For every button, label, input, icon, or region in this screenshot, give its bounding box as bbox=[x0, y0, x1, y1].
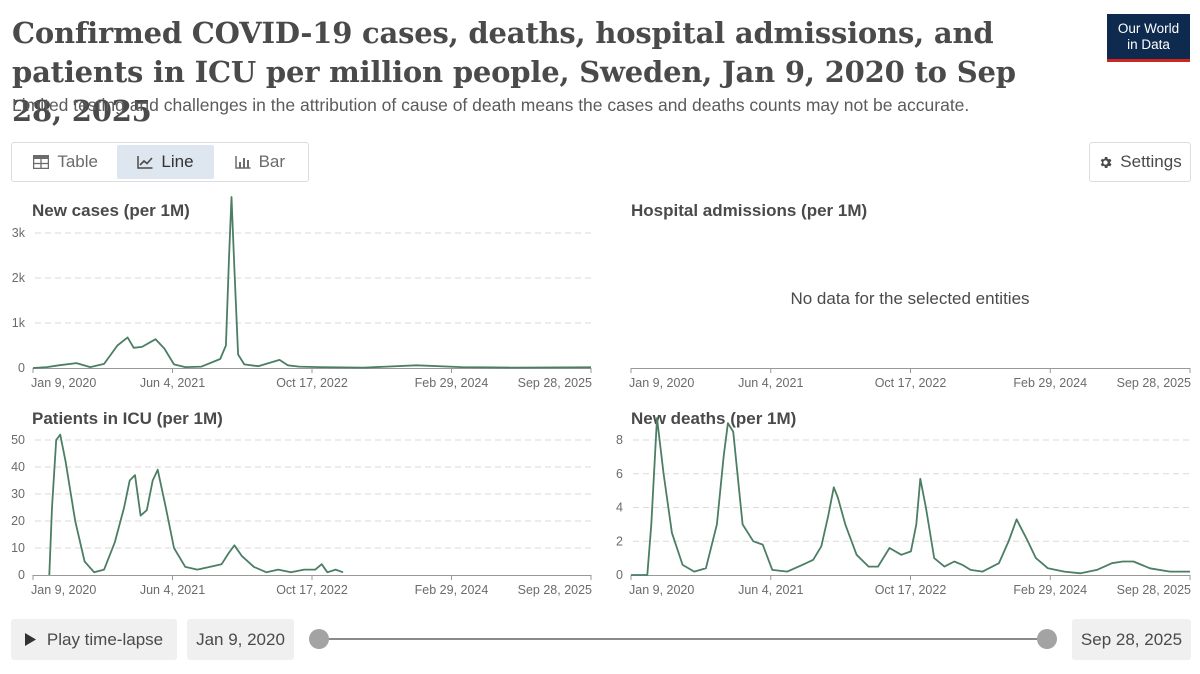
y-tick-label: 40 bbox=[11, 460, 25, 474]
y-tick-label: 2 bbox=[616, 534, 623, 548]
chart-title: Confirmed COVID-19 cases, deaths, hospit… bbox=[12, 16, 1016, 128]
chart-new-cases: 0 1k 2k 3k Jan 9, 2020 Jun 4, 2021 Oct 17, 202… bbox=[12, 196, 592, 390]
settings-label: Settings bbox=[1120, 152, 1182, 171]
start-date-field[interactable]: Jan 9, 2020 bbox=[187, 619, 294, 660]
y-tick-label: 0 bbox=[18, 568, 25, 582]
timeline-start-handle[interactable] bbox=[309, 629, 329, 649]
y-tick-label: 8 bbox=[616, 433, 623, 447]
y-tick-label: 3k bbox=[12, 226, 26, 240]
table-icon bbox=[33, 155, 50, 169]
tab-line[interactable]: Line bbox=[117, 145, 214, 179]
bar-chart-icon bbox=[234, 156, 251, 169]
y-tick-label: 4 bbox=[616, 501, 623, 515]
x-tick-label: Jan 9, 2020 bbox=[629, 376, 694, 390]
tab-bar-label: Bar bbox=[258, 152, 286, 171]
timeline-end-handle[interactable] bbox=[1037, 629, 1057, 649]
y-tick-label: 20 bbox=[11, 514, 25, 528]
y-tick-label: 0 bbox=[18, 361, 25, 375]
gear-icon bbox=[1101, 156, 1112, 168]
x-tick-label: Sep 28, 2025 bbox=[1117, 583, 1191, 597]
y-tick-label: 30 bbox=[11, 487, 25, 501]
x-tick-label: Jun 4, 2021 bbox=[140, 583, 205, 597]
x-tick-label: Jun 4, 2021 bbox=[140, 376, 205, 390]
x-tick-label: Sep 28, 2025 bbox=[1117, 376, 1191, 390]
tab-table-label: Table bbox=[57, 152, 98, 171]
play-timelapse-button[interactable]: Play time-lapse bbox=[11, 619, 177, 660]
tab-table[interactable]: Table bbox=[14, 145, 117, 179]
y-tick-label: 10 bbox=[11, 541, 25, 555]
owid-logo[interactable]: Our World in Data bbox=[1107, 14, 1190, 62]
tab-bar[interactable]: Bar bbox=[214, 145, 306, 179]
x-tick-label: Feb 29, 2024 bbox=[415, 583, 489, 597]
logo-line-2: in Data bbox=[1127, 37, 1170, 52]
y-tick-label: 1k bbox=[12, 316, 26, 330]
y-tick-label: 0 bbox=[616, 568, 623, 582]
x-tick-label: Jan 9, 2020 bbox=[629, 583, 694, 597]
y-tick-label: 6 bbox=[616, 467, 623, 481]
x-tick-label: Sep 28, 2025 bbox=[518, 583, 592, 597]
x-tick-label: Jun 4, 2021 bbox=[738, 583, 803, 597]
x-tick-label: Jan 9, 2020 bbox=[31, 376, 96, 390]
chart-subtitle: Limited testing and challenges in the at… bbox=[12, 95, 970, 115]
x-tick-label: Oct 17, 2022 bbox=[276, 583, 348, 597]
chart-hospital-admissions: Jan 9, 2020 Jun 4, 2021 Oct 17, 2022 Feb 29… bbox=[629, 368, 1191, 390]
panel-title-hospital-admissions: Hospital admissions (per 1M) bbox=[631, 201, 868, 220]
panel-title-new-cases: New cases (per 1M) bbox=[32, 201, 190, 220]
y-tick-label: 2k bbox=[12, 271, 26, 285]
logo-line-1: Our World bbox=[1117, 21, 1180, 36]
panel-title-icu-patients: Patients in ICU (per 1M) bbox=[32, 409, 223, 428]
no-data-message: No data for the selected entities bbox=[790, 289, 1030, 308]
x-tick-label: Feb 29, 2024 bbox=[1013, 583, 1087, 597]
chart-new-deaths: 0 2 4 6 8 Jan 9, 2020 Jun 4, 2021 Oct 17, 2022 F… bbox=[616, 417, 1191, 597]
play-timelapse-label: Play time-lapse bbox=[46, 629, 164, 649]
line-chart-icon bbox=[137, 156, 153, 169]
tab-line-label: Line bbox=[161, 152, 194, 171]
timeline-track[interactable] bbox=[319, 638, 1047, 640]
series-line-sweden bbox=[32, 196, 592, 369]
x-tick-label: Jun 4, 2021 bbox=[738, 376, 803, 390]
settings-button[interactable]: Settings bbox=[1089, 142, 1191, 182]
x-tick-label: Jan 9, 2020 bbox=[31, 583, 96, 597]
series-line-sweden bbox=[48, 433, 344, 576]
panel-title-new-deaths: New deaths (per 1M) bbox=[631, 409, 797, 428]
x-tick-label: Feb 29, 2024 bbox=[1013, 376, 1087, 390]
end-date-field[interactable]: Sep 28, 2025 bbox=[1072, 619, 1191, 660]
x-tick-label: Oct 17, 2022 bbox=[875, 376, 947, 390]
y-tick-label: 50 bbox=[11, 433, 25, 447]
x-tick-label: Oct 17, 2022 bbox=[875, 583, 947, 597]
series-line-sweden bbox=[631, 417, 1190, 576]
play-icon bbox=[24, 633, 36, 646]
view-tabs: Table Line Bar bbox=[11, 142, 309, 182]
x-tick-label: Feb 29, 2024 bbox=[415, 376, 489, 390]
x-tick-label: Oct 17, 2022 bbox=[276, 376, 348, 390]
x-tick-label: Sep 28, 2025 bbox=[518, 376, 592, 390]
chart-icu-patients: 0 10 20 30 40 50 Jan 9, 2020 Jun 4, 2021 Oct 17,… bbox=[11, 433, 592, 597]
